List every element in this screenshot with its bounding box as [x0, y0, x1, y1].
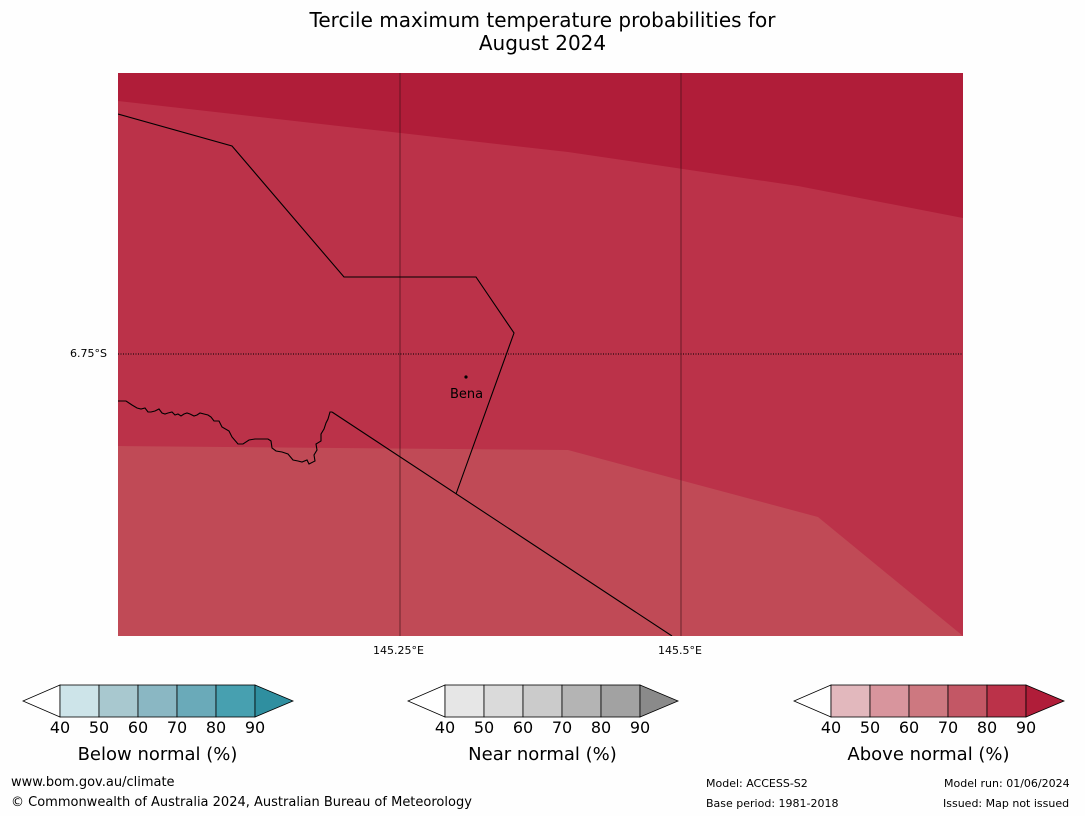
colorbar-title: Above normal (%)	[847, 744, 1010, 765]
colorbar-tick-label: 70	[937, 718, 959, 737]
footer-base-period: Base period: 1981-2018	[706, 797, 839, 810]
footer-issued: Issued: Map not issued	[943, 797, 1070, 810]
colorbar-extend-high	[639, 684, 680, 718]
colorbar-segment	[522, 684, 563, 718]
colorbar-tick-label: 60	[898, 718, 920, 737]
colorbar-segment	[137, 684, 178, 718]
province-border	[118, 113, 515, 495]
colorbar-segment	[947, 684, 988, 718]
colorbar-extend-low	[407, 684, 446, 718]
colorbar-extend-low	[793, 684, 832, 718]
lon-label-145-25: 145.25°E	[373, 644, 424, 657]
colorbar-tick-label: 70	[551, 718, 573, 737]
colorbar-tick-label: 90	[1015, 718, 1037, 737]
colorbar-segment	[176, 684, 217, 718]
colorbar-segment	[869, 684, 910, 718]
colorbar-segment	[59, 684, 100, 718]
colorbar-segment	[561, 684, 602, 718]
colorbar-above	[793, 684, 1066, 718]
colorbar-near	[407, 684, 680, 718]
province-border-south	[331, 411, 673, 636]
colorbar-segment	[98, 684, 139, 718]
region-above-90	[118, 73, 963, 218]
colorbar-segment	[830, 684, 871, 718]
colorbar-tick-label: 90	[629, 718, 651, 737]
colorbar-segment	[986, 684, 1027, 718]
lon-label-145-5: 145.5°E	[658, 644, 702, 657]
footer-model-run: Model run: 01/06/2024	[944, 777, 1070, 790]
colorbar-title: Near normal (%)	[468, 744, 617, 765]
colorbar-tick-label: 60	[127, 718, 149, 737]
colorbar-tick-label: 40	[434, 718, 456, 737]
lat-label: 6.75°S	[70, 347, 107, 360]
colorbar-below	[22, 684, 295, 718]
region-70-80	[118, 446, 963, 636]
colorbar-segment	[444, 684, 485, 718]
footer-copyright: © Commonwealth of Australia 2024, Austra…	[11, 795, 472, 810]
colorbar-tick-label: 50	[88, 718, 110, 737]
place-label-bena: Bena	[450, 387, 484, 402]
footer-url[interactable]: www.bom.gov.au/climate	[11, 775, 175, 790]
colorbar-extend-low	[22, 684, 61, 718]
colorbar-tick-label: 70	[166, 718, 188, 737]
colorbar-tick-label: 40	[49, 718, 71, 737]
colorbar-tick-label: 50	[473, 718, 495, 737]
map-title-line1: Tercile maximum temperature probabilitie…	[309, 8, 776, 32]
map-title-line2: August 2024	[478, 31, 607, 55]
colorbar-tick-label: 50	[859, 718, 881, 737]
colorbar-extend-high	[1025, 684, 1066, 718]
province-border-wiggle	[118, 400, 332, 465]
colorbar-tick-label: 40	[820, 718, 842, 737]
colorbar-segment	[483, 684, 524, 718]
bena-marker	[464, 375, 468, 379]
colorbar-tick-label: 80	[205, 718, 227, 737]
colorbar-extend-high	[254, 684, 295, 718]
colorbar-title: Below normal (%)	[77, 744, 238, 765]
colorbar-segment	[600, 684, 641, 718]
colorbar-tick-label: 60	[512, 718, 534, 737]
colorbar-tick-label: 80	[590, 718, 612, 737]
footer-model: Model: ACCESS-S2	[706, 777, 808, 790]
colorbar-segment	[215, 684, 256, 718]
colorbar-segment	[908, 684, 949, 718]
colorbar-tick-label: 80	[976, 718, 998, 737]
colorbar-tick-label: 90	[244, 718, 266, 737]
probability-map[interactable]	[118, 73, 963, 636]
